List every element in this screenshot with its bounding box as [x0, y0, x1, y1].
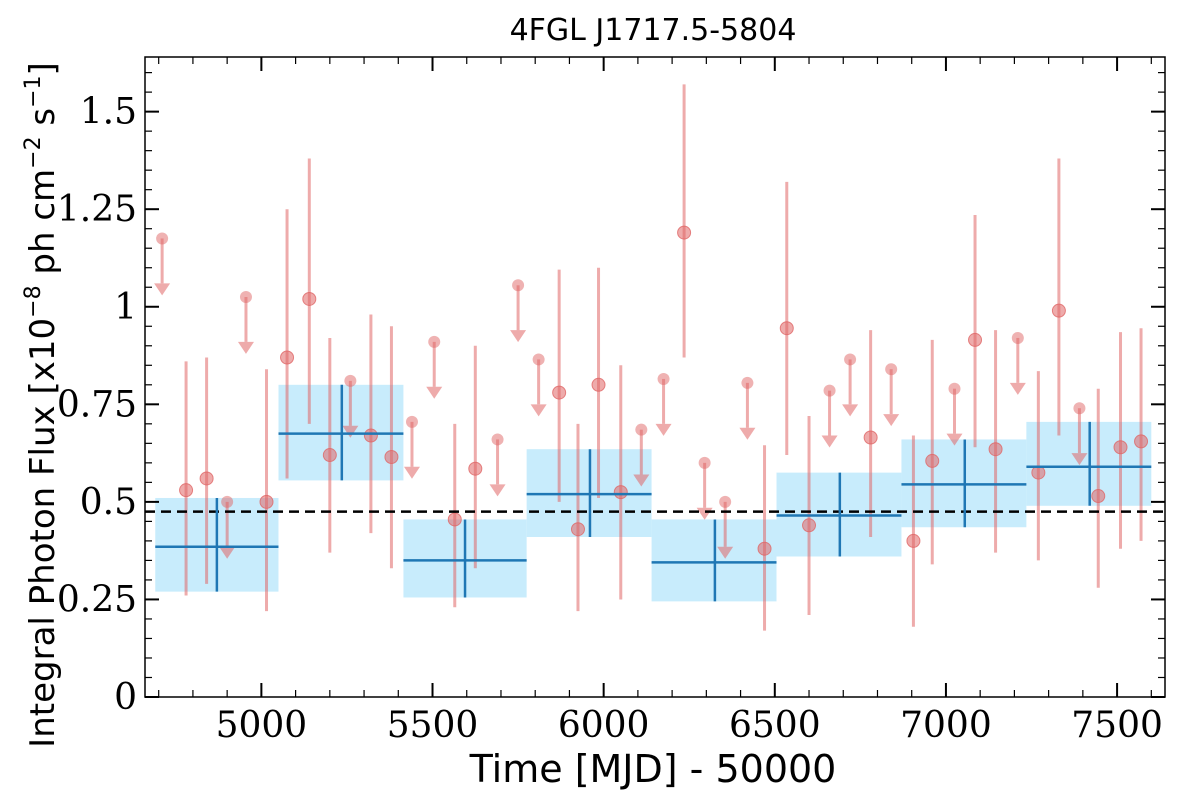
detection-point [468, 461, 483, 476]
y-tick-label: 0.5 [80, 482, 137, 523]
upper-limit-arrow [696, 507, 713, 520]
detection-point [613, 485, 628, 500]
detection-point [552, 385, 567, 400]
detection-point [1113, 440, 1128, 455]
x-tick-label: 6000 [558, 705, 650, 746]
detection-point [802, 518, 817, 533]
x-tick-label: 5500 [387, 705, 479, 746]
detection-point [199, 471, 214, 486]
detection-point [757, 541, 772, 556]
detection-point [1051, 303, 1066, 318]
x-axis-label: Time [MJD] - 50000 [469, 747, 837, 791]
upper-limit-arrow [1009, 382, 1026, 395]
detection-point [1091, 489, 1106, 504]
detection-point [322, 448, 337, 463]
y-tick-label: 0.25 [57, 579, 137, 620]
x-tick-label: 7500 [1071, 705, 1163, 746]
upper-limit-arrow [883, 414, 900, 427]
detection-point [988, 442, 1003, 457]
y-tick-label: 0 [114, 677, 137, 718]
upper-limit-arrow [842, 404, 859, 417]
upper-limit-arrow [342, 425, 359, 438]
detection-point [384, 450, 399, 464]
x-tick-label: 6500 [729, 705, 821, 746]
upper-limit-arrow [739, 427, 756, 440]
upper-limit-arrow [489, 484, 506, 497]
detection-point [1031, 465, 1046, 480]
detection-point [302, 291, 317, 306]
plot-area: 5000 5500 6000 6500 7000 7500 0 0.25 0.5 0.75 1 1.2… [57, 56, 1166, 746]
upper-limit-arrow [426, 386, 443, 399]
detection-point [906, 533, 921, 548]
detection-point [570, 522, 585, 537]
y-tick-label: 0.75 [57, 384, 137, 425]
chart-title: 4FGL J1717.5-5804 [510, 13, 797, 48]
upper-limit-arrow [633, 474, 650, 487]
detection-point [591, 377, 606, 392]
detection-point [779, 321, 794, 336]
upper-limit-arrow [717, 546, 734, 559]
detection-point [179, 483, 194, 498]
upper-limit-arrow [403, 466, 420, 479]
upper-limit-arrow [237, 341, 254, 354]
detection-point [677, 225, 692, 240]
detection-point [259, 494, 274, 509]
detection-point [1134, 434, 1149, 449]
plot-frame [144, 56, 1166, 698]
x-tick-label: 7000 [900, 705, 992, 746]
upper-limit-arrow [821, 435, 838, 448]
y-tick-label: 1.5 [80, 92, 137, 133]
y-axis-label: Integral Photon Flux [x10−8 ph cm−2 s−1] [21, 62, 63, 748]
detection-point [925, 453, 940, 468]
upper-limit-arrow [530, 404, 547, 417]
y-tick-label: 1.25 [57, 189, 137, 230]
detection-point [447, 512, 462, 527]
upper-limit-arrow [1071, 453, 1088, 466]
upper-limit-arrow [219, 546, 236, 559]
detection-point [280, 350, 295, 365]
upper-limit-arrow [154, 283, 171, 296]
detection-point [363, 428, 378, 443]
x-tick-label: 5000 [216, 705, 308, 746]
detection-point [863, 430, 878, 445]
upper-limit-arrow [946, 433, 963, 446]
detection-point [968, 332, 983, 347]
upper-limit-arrow [510, 330, 527, 343]
upper-limit-arrow [655, 423, 672, 436]
y-tick-label: 1 [114, 287, 137, 328]
